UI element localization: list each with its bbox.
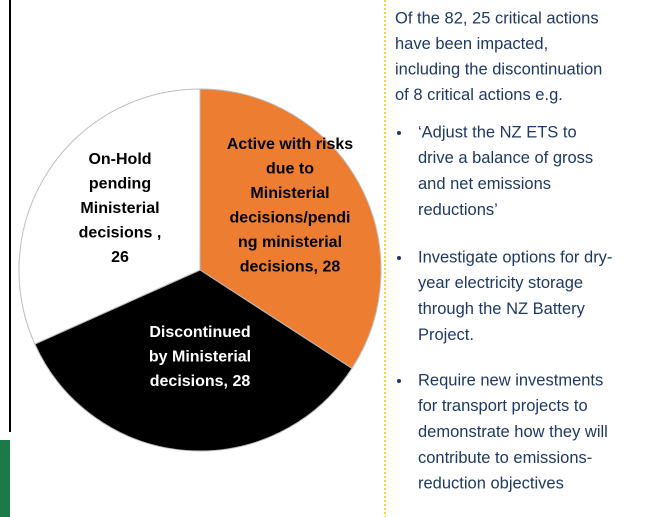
notes-panel: Of the 82, 25 critical actions have been … [395, 9, 612, 492]
bullet-text: Investigate options for dry- [418, 248, 612, 266]
bullet-text: Project. [418, 326, 474, 344]
bullet-text: year electricity storage [418, 274, 583, 292]
slice-label: Ministerial [80, 200, 159, 217]
bullet-text: reduction objectives [418, 475, 564, 493]
bullet-dot [397, 256, 401, 260]
intro-text: including the discontinuation [395, 60, 602, 78]
bullet-text: reductions’ [418, 201, 498, 219]
intro-text: have been impacted, [395, 35, 548, 53]
slice-label: 26 [111, 249, 129, 266]
bullet-text: ‘Adjust the NZ ETS to [418, 123, 577, 141]
bullet-dot [397, 379, 401, 383]
slice-label: decisions, 28 [150, 373, 251, 390]
intro-text: Of the 82, 25 critical actions [395, 9, 599, 27]
pie-slice [18, 88, 201, 345]
slice-label: ng ministerial [238, 234, 342, 251]
slice-label: Ministerial [250, 185, 329, 202]
slice-label: pending [89, 176, 151, 193]
slice-label: decisions/pendi [230, 210, 351, 227]
slice-label: Discontinued [149, 324, 250, 341]
slice-label: decisions , [79, 225, 162, 242]
bullet-text: through the NZ Battery [418, 300, 586, 318]
bullet-text: and net emissions [418, 175, 551, 193]
slice-label: due to [266, 161, 314, 178]
bullet-text: demonstrate how they will [418, 423, 608, 441]
slice-label: decisions, 28 [240, 259, 341, 276]
bullet-text: drive a balance of gross [418, 149, 593, 167]
pie-slice [199, 88, 382, 370]
bullet-text: for transport projects to [418, 397, 588, 415]
bullet-dot [397, 131, 401, 135]
intro-text: of 8 critical actions e.g. [395, 86, 563, 104]
slice-label: On-Hold [88, 151, 151, 168]
green-block [0, 440, 10, 517]
slice-label: Active with risks [227, 136, 353, 153]
pie-chart: Active with risks due to Ministerial decisi… [18, 88, 382, 452]
pie-slice [34, 269, 353, 452]
slice-label: by Ministerial [149, 349, 251, 366]
bullet-text: Require new investments [418, 371, 603, 389]
bullet-text: contribute to emissions- [418, 449, 592, 467]
